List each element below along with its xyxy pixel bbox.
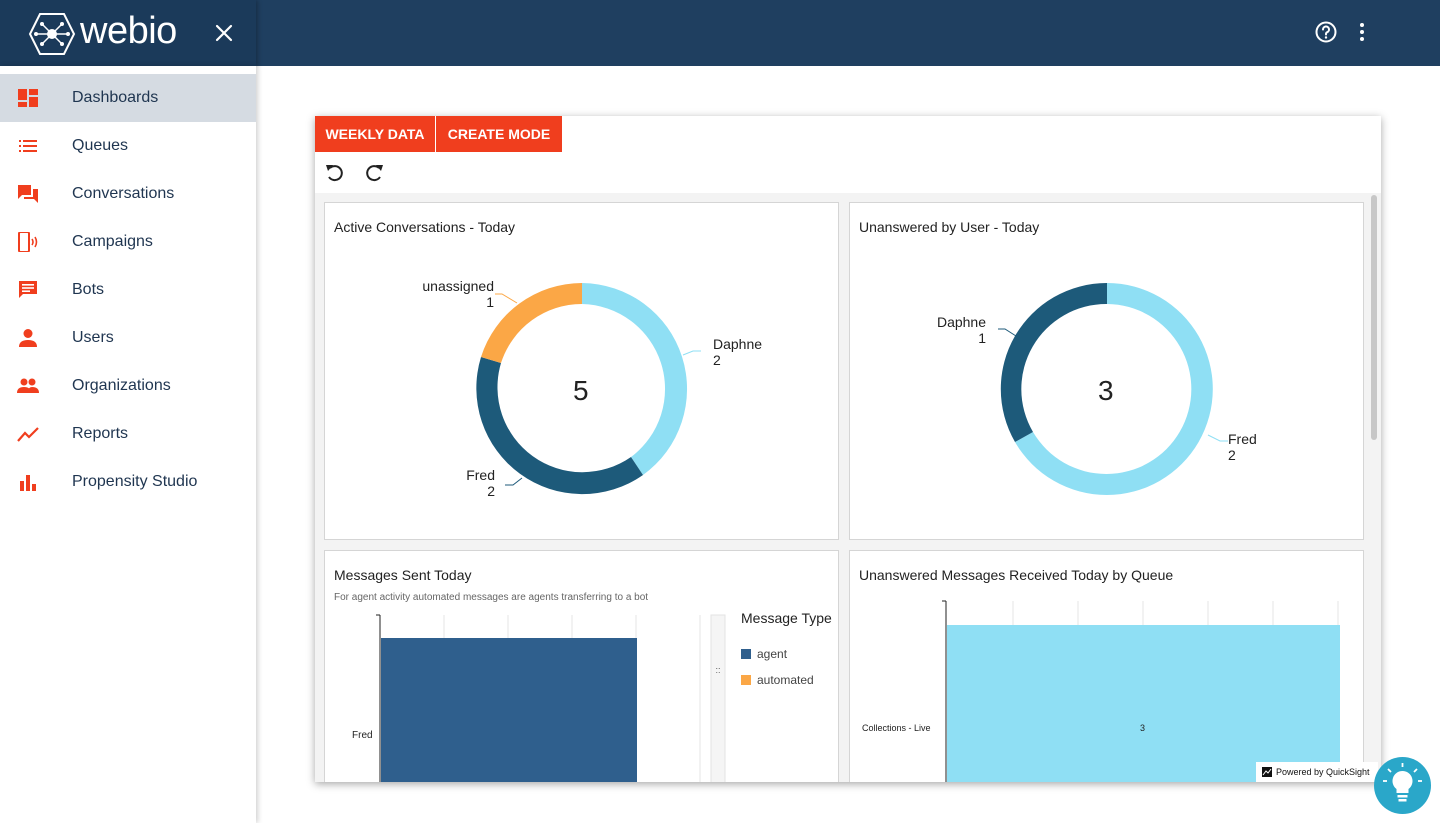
sidebar-item-reports[interactable]: Reports <box>0 410 256 458</box>
slice-daphne[interactable] <box>582 283 688 475</box>
dashboard-icon <box>18 89 38 107</box>
category-label: Fred <box>352 730 373 741</box>
bar-collections-live[interactable] <box>947 625 1340 782</box>
label-fred: Fred 2 <box>466 467 495 499</box>
quicksight-icon <box>1262 767 1272 777</box>
sidebar-item-conversations[interactable]: Conversations <box>0 170 256 218</box>
unanswered-by-user-donut <box>998 282 1228 495</box>
message-icon <box>19 281 37 298</box>
bar-fred-agent[interactable] <box>381 638 637 782</box>
sidebar: Dashboards Queues Conversations Campaign… <box>0 66 256 823</box>
bar-chart-icon <box>20 475 36 491</box>
powered-by-quicksight[interactable]: Powered by QuickSight <box>1256 762 1378 782</box>
legend-scroll-handle[interactable] <box>710 614 726 782</box>
create-mode-button[interactable]: CREATE MODE <box>436 116 562 152</box>
panel-subtitle: For agent activity automated messages ar… <box>334 592 649 603</box>
more-options-icon[interactable] <box>1352 20 1372 44</box>
donut-total: 3 <box>1098 375 1114 406</box>
unanswered-by-queue-bar-chart <box>942 600 1340 782</box>
undo-icon[interactable] <box>324 162 346 184</box>
slice-unassigned[interactable] <box>481 283 582 363</box>
webio-logo-icon <box>28 13 76 55</box>
dashboard-scrollbar[interactable] <box>1369 193 1379 782</box>
slice-daphne[interactable] <box>1000 282 1107 442</box>
lightbulb-help-button[interactable] <box>1374 757 1431 814</box>
sidebar-item-label: Dashboards <box>72 89 159 106</box>
active-conversations-donut <box>476 283 701 495</box>
sidebar-item-queues[interactable]: Queues <box>0 122 256 170</box>
panel-title: Messages Sent Today <box>334 567 472 583</box>
person-icon <box>19 329 37 347</box>
active-conversations-panel[interactable]: Active Conversations - Today 5 unassigne… <box>324 202 839 540</box>
chat-icon <box>18 185 38 203</box>
sidebar-item-campaigns[interactable]: Campaigns <box>0 218 256 266</box>
panel-title: Unanswered by User - Today <box>859 219 1040 235</box>
label-daphne: Daphne 1 <box>936 314 986 346</box>
leader-unassigned <box>495 293 518 304</box>
trend-icon <box>17 427 39 442</box>
sidebar-item-organizations[interactable]: Organizations <box>0 362 256 410</box>
messages-sent-bar-chart: :: <box>376 614 726 782</box>
sidebar-item-label: Organizations <box>72 377 171 394</box>
group-icon <box>17 378 39 393</box>
leader-fred <box>1207 434 1228 442</box>
legend-swatch <box>741 675 751 685</box>
sidebar-item-dashboards[interactable]: Dashboards <box>0 74 256 122</box>
unanswered-by-queue-panel[interactable]: Unanswered Messages Received Today by Qu… <box>849 550 1364 782</box>
sidebar-item-propensity-studio[interactable]: Propensity Studio <box>0 458 256 506</box>
sidebar-item-label: Bots <box>72 281 105 298</box>
sidebar-item-users[interactable]: Users <box>0 314 256 362</box>
label-unassigned: unassigned 1 <box>422 278 494 310</box>
leader-daphne <box>998 328 1017 337</box>
slice-fred[interactable] <box>476 357 643 495</box>
sidebar-item-label: Users <box>72 329 114 346</box>
lightbulb-icon <box>1383 763 1422 802</box>
unanswered-by-user-panel[interactable]: Unanswered by User - Today 3 Daphne 1 Fre… <box>849 202 1364 540</box>
sidebar-item-label: Conversations <box>72 185 175 202</box>
label-daphne: Daphne 2 <box>713 336 763 368</box>
sidebar-item-label: Queues <box>72 137 129 154</box>
donut-total: 5 <box>573 375 589 406</box>
phone-icon <box>18 232 38 252</box>
sidebar-item-label: Propensity Studio <box>72 473 198 490</box>
panel-title: Unanswered Messages Received Today by Qu… <box>859 567 1174 583</box>
dashboard-frame: WEEKLY DATA CREATE MODE Active Conversat… <box>315 116 1381 782</box>
logo-area: webio <box>0 0 256 66</box>
legend-item-agent[interactable]: agent <box>741 647 787 661</box>
category-label: Collections - Live <box>862 723 931 733</box>
leader-daphne <box>682 350 701 356</box>
help-icon[interactable] <box>1314 20 1338 44</box>
close-sidebar-icon[interactable] <box>212 21 236 45</box>
legend-swatch <box>741 649 751 659</box>
svg-text:::: :: <box>715 665 720 675</box>
legend-title: Message Type <box>741 610 832 626</box>
dashboard-toolbar: WEEKLY DATA CREATE MODE <box>315 116 1381 193</box>
scrollbar-thumb[interactable] <box>1371 195 1377 440</box>
sidebar-item-label: Campaigns <box>72 233 153 250</box>
panel-title: Active Conversations - Today <box>334 219 516 235</box>
legend-item-automated[interactable]: automated <box>741 673 814 687</box>
messages-sent-panel[interactable]: Messages Sent Today For agent activity a… <box>324 550 839 782</box>
sidebar-item-label: Reports <box>72 425 129 442</box>
redo-icon[interactable] <box>363 162 385 184</box>
weekly-data-button[interactable]: WEEKLY DATA <box>315 116 435 152</box>
sidebar-item-bots[interactable]: Bots <box>0 266 256 314</box>
leader-fred <box>505 477 523 486</box>
bar-value-label: 3 <box>1140 723 1146 733</box>
top-bar: webio <box>0 0 1440 66</box>
brand-name: webio <box>80 10 177 52</box>
list-icon <box>19 140 37 152</box>
label-fred: Fred 2 <box>1228 431 1257 463</box>
